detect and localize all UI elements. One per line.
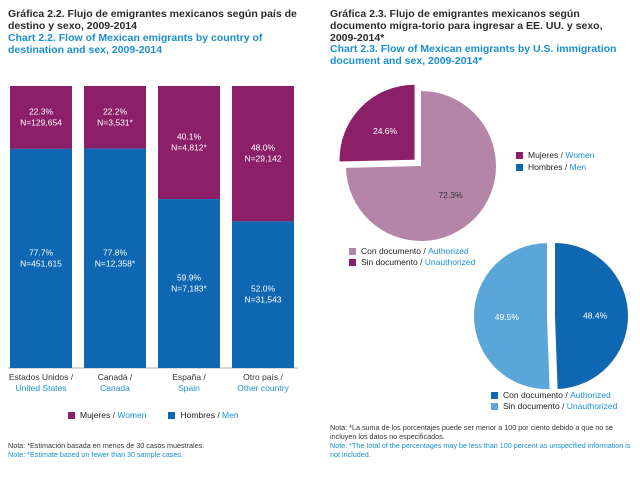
left-note-en: Note: *Estimate based on fewer than 30 s… <box>8 450 183 459</box>
legend-pie-women-es: Mujeres <box>528 150 559 160</box>
legend-doc1-unauth-en: Unauthorized <box>424 257 476 267</box>
pie1-slice-1 <box>339 84 415 162</box>
left-note-es: Nota: *Estimación basada en menos de 30 … <box>8 441 205 450</box>
legend-doc2-unauth-es: Sin documento <box>503 401 560 411</box>
bar-label-women-pct-1: 22.2% <box>103 106 128 116</box>
right-chart-title-en: Chart 2.3. Flow of Mexican emigrants by … <box>330 43 617 67</box>
bar-label-women-pct-3: 48.0% <box>251 143 276 153</box>
pie1-slice-label-0: 72.3% <box>438 190 463 200</box>
legend-doc1-unauth-es: Sin documento <box>361 257 418 267</box>
x-tick-label-en-0: United States <box>15 383 66 393</box>
left-chart-title-es: Gráfica 2.2. Flujo de emigrantes mexican… <box>8 8 297 32</box>
pie-legend-men: Hombres / Men <box>516 162 586 172</box>
bar-label-men-pct-1: 77.8% <box>103 247 128 257</box>
bar-label-women-pct-2: 40.1% <box>177 132 202 142</box>
x-tick-label-es-3: Otro país / <box>243 372 283 382</box>
right-note-es: Nota: *La suma de los porcentajes puede … <box>330 423 613 441</box>
bar-women-1 <box>84 86 146 149</box>
pie1-legend-authorized: Con documento / Authorized <box>349 246 469 256</box>
legend-swatch-pie-women <box>516 151 523 159</box>
legend-pie-women-en: Women <box>565 150 595 160</box>
pie1-slice-label-1: 24.6% <box>373 126 398 136</box>
pie2-legend-authorized: Con documento / Authorized <box>491 390 611 400</box>
legend-swatch-pie-men <box>516 163 523 171</box>
bar-chart: 22.3%N=129,654 77.7%N=451,615 Estados Unid… <box>8 86 298 393</box>
bar-men-1 <box>84 148 146 368</box>
legend-men-es: Hombres <box>180 410 215 420</box>
pie1-slice-0 <box>346 91 496 242</box>
bar-women-3 <box>232 86 294 222</box>
pie2-legend-unauthorized: Sin documento / Unauthorized <box>491 401 617 411</box>
bar-label-men-n-1: N=12,358* <box>95 258 136 268</box>
legend-swatch-women <box>68 411 75 419</box>
pie2-slice-1 <box>474 243 550 390</box>
bar-women-0 <box>10 86 72 149</box>
pie2-slice-0 <box>555 243 628 389</box>
legend-swatch-authorized-women <box>349 247 356 255</box>
legend-women-es: Mujeres <box>80 410 111 420</box>
right-note-en: Note: *The total of the percentages may … <box>330 441 631 459</box>
bar-label-men-n-2: N=7,183* <box>171 284 207 294</box>
right-chart-title-es: Gráfica 2.3. Flujo de emigrantes mexican… <box>330 8 603 44</box>
bar-men-0 <box>10 148 72 368</box>
x-tick-label-es-1: Canadá / <box>98 372 133 382</box>
x-tick-label-es-0: Estados Unidos / <box>9 372 74 382</box>
legend-women-en: Women <box>117 410 147 420</box>
x-tick-label-en-2: Spain <box>178 383 200 393</box>
legend-swatch-men <box>168 411 176 419</box>
legend-swatch-authorized-men <box>491 391 498 399</box>
bar-men-3 <box>232 221 294 368</box>
bar-label-men-n-3: N=31,543 <box>244 295 281 305</box>
bar-label-men-pct-3: 52.0% <box>251 284 276 294</box>
pie2-slice-label-1: 49.5% <box>495 312 520 322</box>
pie-chart-women: 72.3% 24.6% <box>339 84 496 242</box>
bar-legend: Mujeres / Women Hombres / Men <box>68 410 239 420</box>
left-chart-title-en: Chart 2.2. Flow of Mexican emigrants by … <box>8 32 263 56</box>
legend-doc2-auth-en: Authorized <box>570 390 611 400</box>
x-tick-label-es-2: España / <box>172 372 206 382</box>
x-tick-label-en-3: Other country <box>237 383 289 393</box>
bar-women-2 <box>158 86 220 200</box>
left-note: Nota: *Estimación basada en menos de 30 … <box>8 441 318 459</box>
legend-pie-men-es: Hombres <box>528 162 563 172</box>
legend-swatch-unauthorized-women <box>349 258 356 266</box>
legend-men-en: Men <box>222 410 239 420</box>
bar-label-men-pct-2: 59.9% <box>177 273 202 283</box>
bar-label-women-pct-0: 22.3% <box>29 106 54 116</box>
right-note: Nota: *La suma de los porcentajes puede … <box>330 423 635 459</box>
x-tick-label-en-1: Canada <box>100 383 130 393</box>
pie-legend-women: Mujeres / Women <box>516 150 594 160</box>
bar-label-women-n-3: N=29,142 <box>244 154 281 164</box>
legend-doc1-auth-es: Con documento <box>361 246 422 256</box>
legend-swatch-unauthorized-men <box>491 402 498 410</box>
pie2-slice-label-0: 48.4% <box>583 310 608 320</box>
bar-label-women-n-2: N=4,812* <box>171 143 207 153</box>
legend-doc2-unauth-en: Unauthorized <box>566 401 618 411</box>
pie-chart-men: 48.4% 49.5% <box>474 243 628 390</box>
bar-label-men-n-0: N=451,615 <box>20 258 62 268</box>
bar-label-women-n-0: N=129,654 <box>20 117 62 127</box>
bar-label-women-n-1: N=3,531* <box>97 117 133 127</box>
bar-label-men-pct-0: 77.7% <box>29 247 54 257</box>
legend-pie-men-en: Men <box>569 162 587 172</box>
legend-doc1-auth-en: Authorized <box>428 246 469 256</box>
bar-men-2 <box>158 199 220 368</box>
pie1-legend-unauthorized: Sin documento / Unauthorized <box>349 257 475 267</box>
legend-doc2-auth-es: Con documento <box>503 390 564 400</box>
